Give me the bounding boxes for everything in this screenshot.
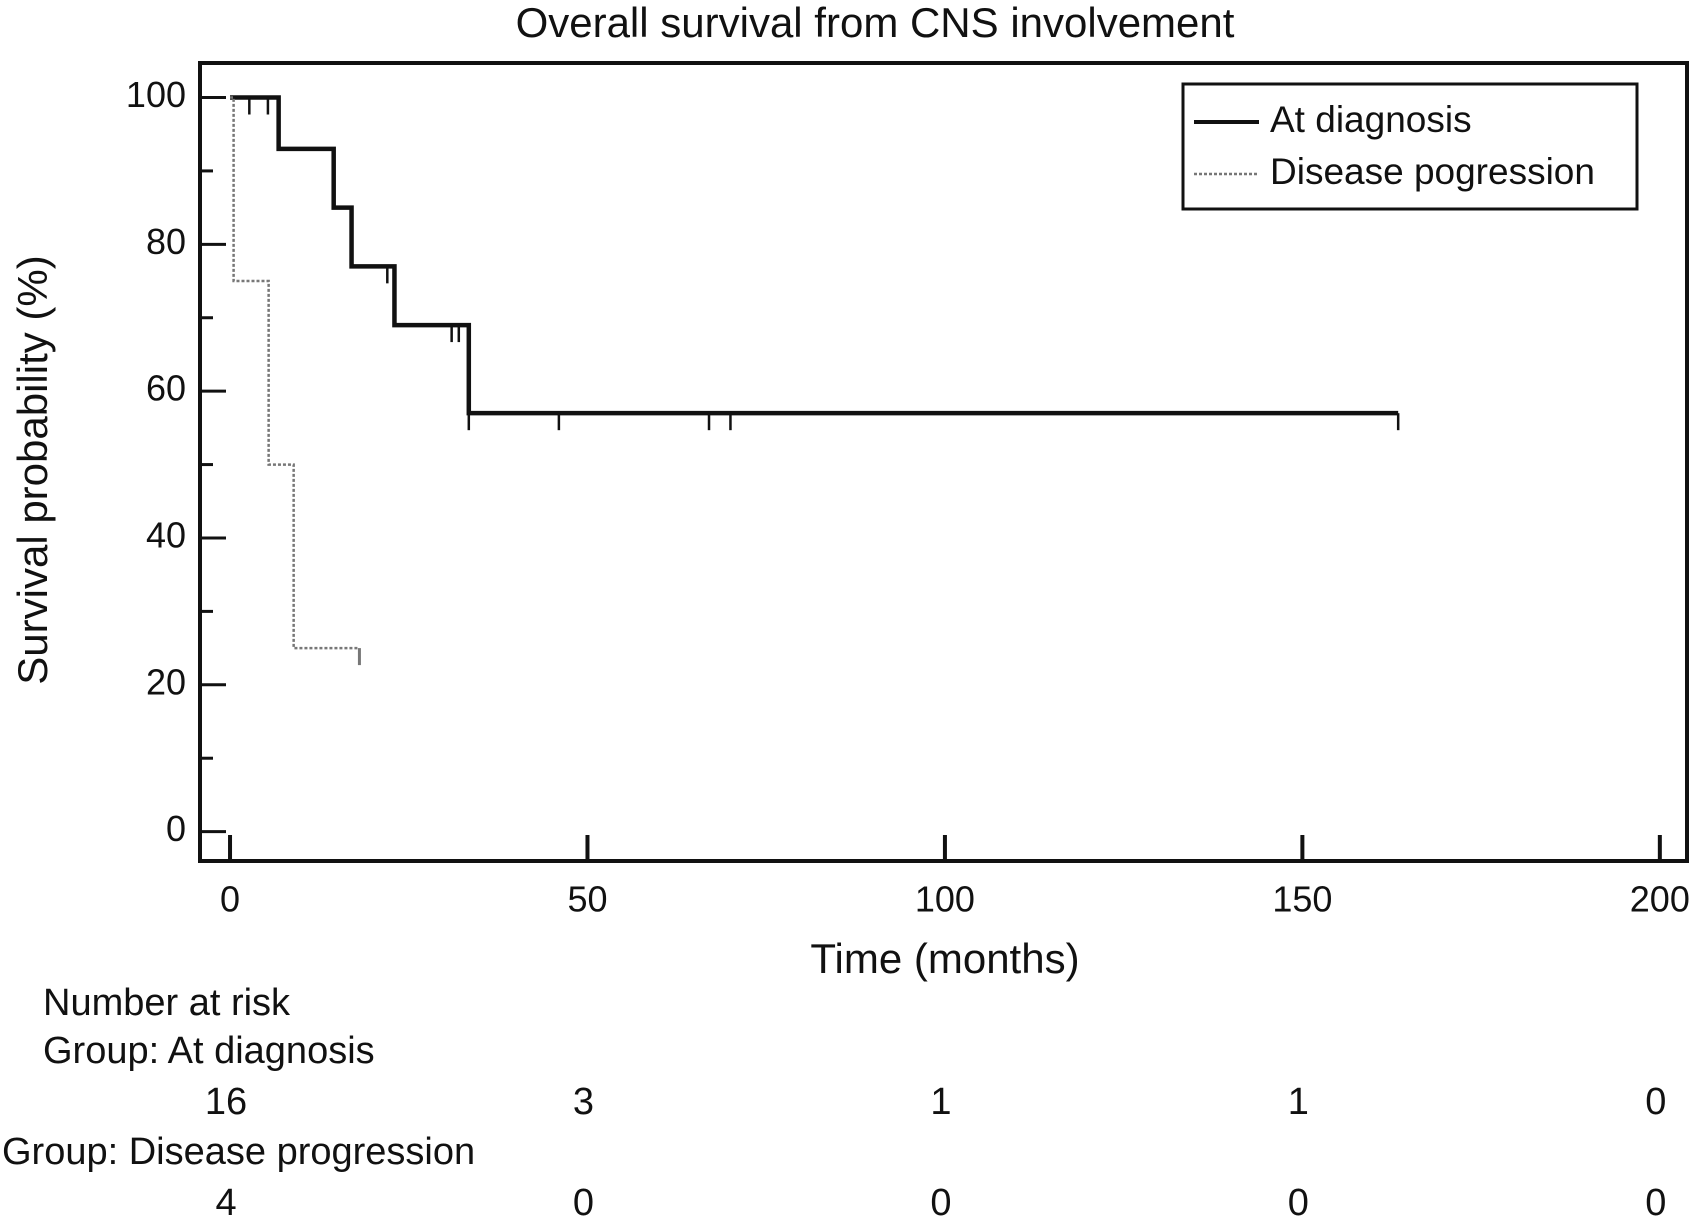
y-tick-label: 100 (126, 74, 186, 115)
x-axis-label: Time (months) (810, 935, 1079, 982)
y-tick-label: 80 (146, 221, 186, 262)
risk-group-label: Group: At diagnosis (43, 1030, 375, 1072)
risk-count: 1 (1288, 1081, 1309, 1123)
y-tick-label: 40 (146, 514, 186, 555)
y-tick-label: 60 (146, 368, 186, 409)
legend-label: At diagnosis (1270, 99, 1472, 140)
survival-curve (230, 95, 1399, 416)
risk-title: Number at risk (43, 982, 291, 1024)
legend-box (1181, 82, 1639, 211)
y-axis-label: Survival probability (%) (9, 255, 56, 684)
risk-group-label: Group: Disease progression (2, 1131, 475, 1173)
risk-count: 0 (573, 1182, 594, 1224)
x-tick-label: 200 (1630, 879, 1690, 920)
x-tick-label: 0 (220, 879, 240, 920)
x-tick-label: 100 (915, 879, 975, 920)
x-tick-label: 50 (567, 879, 607, 920)
risk-count: 3 (573, 1081, 594, 1123)
risk-count: 4 (215, 1182, 236, 1224)
risk-count: 16 (205, 1081, 247, 1123)
legend-label: Disease pogression (1270, 151, 1595, 192)
risk-count: 0 (1288, 1182, 1309, 1224)
x-tick-label: 150 (1272, 879, 1332, 920)
y-tick-label: 20 (146, 661, 186, 702)
survival-curve (230, 96, 360, 650)
risk-count: 0 (1645, 1081, 1666, 1123)
risk-count: 1 (930, 1081, 951, 1123)
risk-count: 0 (930, 1182, 951, 1224)
chart-title: Overall survival from CNS involvement (516, 0, 1235, 46)
risk-count: 0 (1645, 1182, 1666, 1224)
y-tick-label: 0 (166, 808, 186, 849)
